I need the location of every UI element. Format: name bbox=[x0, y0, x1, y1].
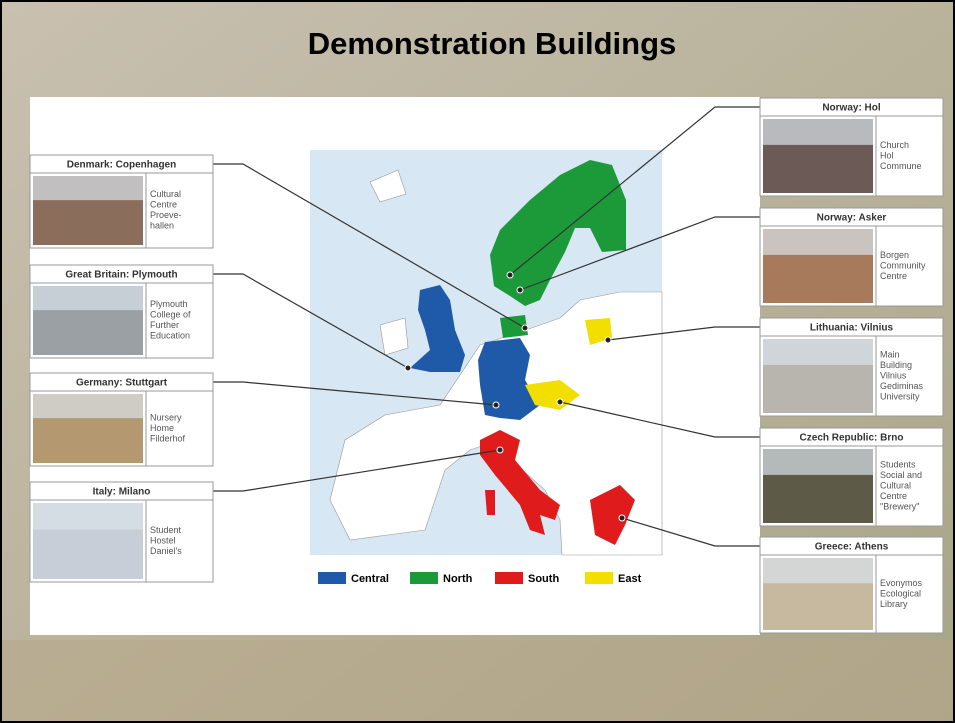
card-description: "Brewery" bbox=[880, 501, 919, 511]
card-location: Denmark: Copenhagen bbox=[67, 160, 176, 171]
card-description: Proeve- bbox=[150, 210, 182, 220]
card-description: Centre bbox=[880, 271, 907, 281]
card-description: Hol bbox=[880, 150, 894, 160]
location-point bbox=[516, 286, 524, 294]
germany bbox=[478, 338, 540, 420]
card-description: Student bbox=[150, 525, 182, 535]
legend-swatch bbox=[410, 572, 438, 584]
card-description: Plymouth bbox=[150, 299, 188, 309]
building-cards: Denmark: CopenhagenCulturalCentreProeve-… bbox=[29, 97, 944, 634]
card-description: Social and bbox=[880, 470, 922, 480]
card-description: Filderhof bbox=[150, 433, 186, 443]
legend-swatch bbox=[318, 572, 346, 584]
card-location: Germany: Stuttgart bbox=[76, 378, 168, 389]
card-photo-sky bbox=[763, 339, 873, 365]
location-point bbox=[404, 364, 412, 372]
leader-line bbox=[213, 449, 501, 492]
card-description: Centre bbox=[880, 491, 907, 501]
legend-swatch bbox=[495, 572, 523, 584]
leader-line bbox=[213, 381, 497, 406]
leader-line bbox=[213, 273, 409, 369]
italy bbox=[480, 430, 560, 535]
card-description: Library bbox=[880, 599, 908, 609]
card-description: Home bbox=[150, 423, 174, 433]
card-location: Italy: Milano bbox=[93, 487, 151, 498]
card-description: Borgen bbox=[880, 250, 909, 260]
map bbox=[310, 150, 663, 556]
background-ground bbox=[0, 640, 955, 723]
legend-label: North bbox=[443, 573, 473, 585]
card-location: Czech Republic: Brno bbox=[800, 433, 904, 444]
leader-line bbox=[519, 216, 760, 291]
card-description: Education bbox=[150, 331, 190, 341]
card-description: University bbox=[880, 391, 920, 401]
card-description: Ecological bbox=[880, 588, 921, 598]
slide-title: Demonstration Buildings bbox=[308, 26, 677, 61]
card-description: Evonymos bbox=[880, 578, 923, 588]
card-description: Nursery bbox=[150, 412, 182, 422]
card-description: Church bbox=[880, 140, 909, 150]
card-photo-sky bbox=[763, 449, 873, 475]
card-description: Cultural bbox=[880, 480, 911, 490]
legend-label: Central bbox=[351, 573, 389, 585]
continent bbox=[329, 291, 663, 556]
scandinavia bbox=[490, 160, 626, 306]
legend-label: East bbox=[618, 573, 642, 585]
location-point bbox=[618, 514, 626, 522]
card-description: Daniel's bbox=[150, 546, 182, 556]
card-location: Norway: Asker bbox=[817, 213, 887, 224]
card-description: Centre bbox=[150, 200, 177, 210]
card-description: Gediminas bbox=[880, 381, 924, 391]
leader-line bbox=[213, 163, 526, 329]
card-photo-sky bbox=[763, 558, 873, 584]
location-point bbox=[492, 401, 500, 409]
leader-line bbox=[559, 401, 760, 438]
legend: Central North South East bbox=[318, 572, 642, 585]
card-location: Norway: Hol bbox=[822, 103, 881, 114]
card-description: Students bbox=[880, 459, 916, 469]
card-location: Great Britain: Plymouth bbox=[65, 270, 177, 281]
card-description: Building bbox=[880, 360, 912, 370]
card-description: College of bbox=[150, 310, 191, 320]
card-description: Further bbox=[150, 320, 179, 330]
card-photo-sky bbox=[33, 394, 143, 419]
card-description: Cultural bbox=[150, 189, 181, 199]
location-point bbox=[506, 271, 514, 279]
location-point bbox=[521, 324, 529, 332]
legend-label: South bbox=[528, 573, 559, 585]
location-point bbox=[604, 336, 612, 344]
leader-line bbox=[509, 106, 760, 276]
great-britain bbox=[410, 285, 465, 372]
iceland bbox=[369, 169, 407, 203]
denmark bbox=[500, 315, 528, 338]
card-photo-sky bbox=[33, 503, 143, 530]
card-location: Lithuania: Vilnius bbox=[810, 323, 894, 334]
card-photo-sky bbox=[763, 229, 873, 255]
card-location: Greece: Athens bbox=[815, 542, 889, 553]
ireland bbox=[379, 317, 409, 356]
sardinia bbox=[485, 490, 495, 515]
greece bbox=[590, 485, 635, 545]
card-description: Hostel bbox=[150, 535, 176, 545]
card-description: Commune bbox=[880, 161, 922, 171]
leader-line bbox=[621, 517, 760, 547]
card-photo-sky bbox=[33, 286, 143, 311]
location-point bbox=[496, 446, 504, 454]
card-description: hallen bbox=[150, 221, 174, 231]
czech-republic bbox=[525, 380, 580, 410]
card-photo-sky bbox=[763, 119, 873, 145]
card-photo-sky bbox=[33, 176, 143, 201]
card-description: Main bbox=[880, 349, 900, 359]
legend-swatch bbox=[585, 572, 613, 584]
card-description: Community bbox=[880, 260, 926, 270]
leader-line bbox=[607, 326, 760, 341]
location-point bbox=[556, 398, 564, 406]
card-description: Vilnius bbox=[880, 370, 907, 380]
